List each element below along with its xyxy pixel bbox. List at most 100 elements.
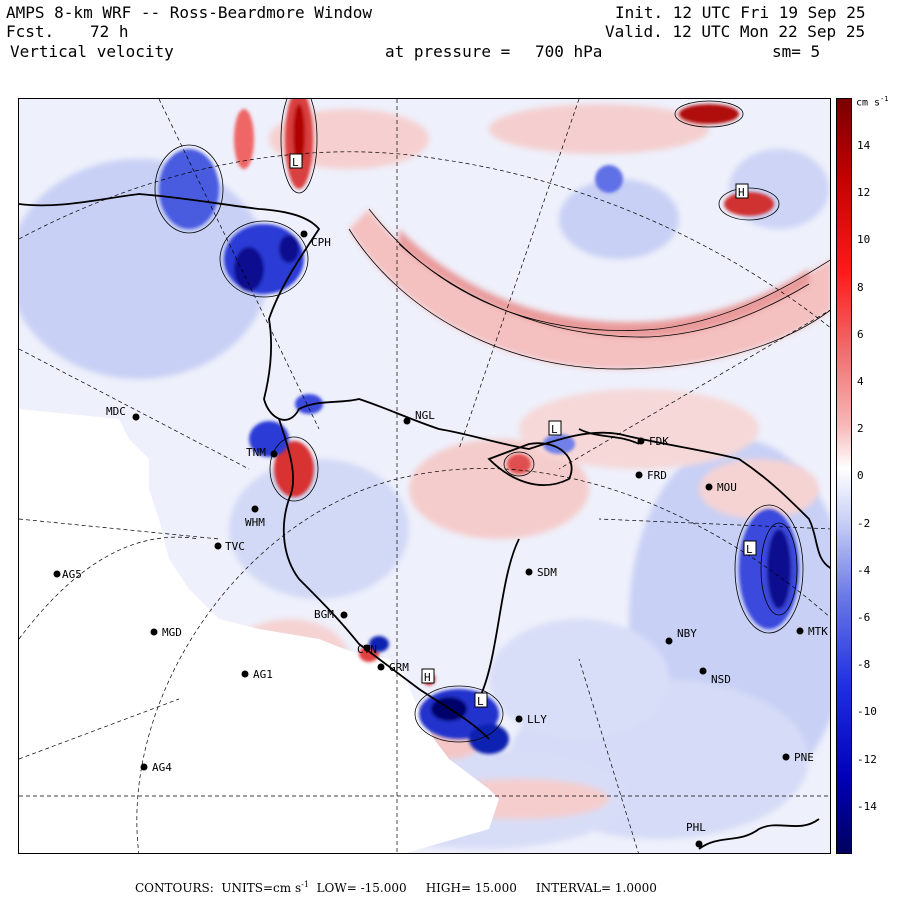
svg-text:NGL: NGL: [415, 409, 435, 422]
svg-text:AG1: AG1: [253, 668, 273, 681]
strong-updraft-cores: [234, 99, 774, 685]
colorbar-tick: 8: [857, 280, 864, 294]
colorbar-tick: 4: [857, 375, 864, 388]
coastline: [19, 193, 830, 850]
colorbar-tick: -12: [857, 752, 877, 766]
svg-text:CPH: CPH: [311, 236, 331, 249]
station-nsd[interactable]: NSD: [699, 667, 731, 687]
colorbar-tick: 0: [857, 469, 864, 483]
station-ctn[interactable]: CTN: [357, 643, 377, 656]
svg-text:PHL: PHL: [686, 821, 706, 834]
colorbar-tick: -2: [857, 516, 871, 530]
svg-text:MGD: MGD: [162, 626, 182, 639]
svg-text:L: L: [746, 543, 753, 556]
svg-text:L: L: [551, 423, 558, 436]
field-name: Vertical velocity: [10, 42, 174, 61]
contours-label: CONTOURS:: [135, 881, 214, 895]
station-mtk[interactable]: MTK: [796, 625, 829, 638]
colorbar-tick: -10: [857, 705, 877, 719]
svg-text:FDK: FDK: [649, 435, 669, 448]
svg-text:AG5: AG5: [62, 568, 82, 581]
svg-text:LLY: LLY: [527, 713, 547, 726]
colorbar-tick: 6: [857, 327, 864, 341]
station-cph[interactable]: CPH: [300, 230, 331, 250]
interval-value: INTERVAL= 1.0000: [535, 881, 657, 895]
svg-text:BGM: BGM: [314, 608, 334, 621]
high-value: HIGH= 15.000: [425, 881, 517, 895]
svg-text:NBY: NBY: [677, 627, 697, 640]
station-tvc[interactable]: TVC: [214, 540, 245, 553]
vertical-velocity-map: MDC NGL FDK FRD MOU TNM WHM TVC AG5 SDM …: [18, 98, 831, 854]
extremum-low-2: L: [743, 540, 757, 556]
colorbar: [836, 98, 852, 854]
station-mdc[interactable]: MDC: [106, 405, 140, 421]
forecast-hour: 72 h: [90, 22, 129, 41]
svg-text:SDM: SDM: [537, 566, 557, 579]
extremum-low-3: L: [474, 692, 488, 708]
station-sdm[interactable]: SDM: [525, 566, 558, 579]
station-ngl[interactable]: NGL: [403, 409, 436, 425]
svg-text:H: H: [738, 186, 745, 199]
station-ag4[interactable]: AG4: [140, 761, 173, 774]
svg-text:AG4: AG4: [152, 761, 172, 774]
pressure-label: at pressure =: [385, 42, 511, 61]
station-mgd[interactable]: MGD: [150, 626, 182, 639]
station-markers: MDC NGL FDK FRD MOU TNM WHM TVC AG5 SDM …: [53, 230, 829, 848]
svg-text:MTK: MTK: [808, 625, 828, 638]
station-tnm[interactable]: TNM: [246, 446, 278, 459]
contour-lines: [154, 99, 830, 743]
colorbar-tick: 12: [857, 186, 871, 200]
extremum-high-1: H: [735, 183, 749, 199]
colorbar-tick: -14: [857, 799, 877, 813]
colorbar-tick: -8: [857, 658, 871, 672]
station-whm[interactable]: WHM: [245, 505, 265, 530]
colorbar-tick: -4: [857, 563, 871, 577]
pressure-level: 700 hPa: [535, 42, 603, 61]
init-time: Init. 12 UTC Fri 19 Sep 25: [615, 3, 866, 22]
model-title: AMPS 8-km WRF -- Ross-Beardmore Window: [6, 3, 373, 22]
svg-text:MOU: MOU: [717, 481, 737, 494]
station-phl[interactable]: PHL: [686, 821, 706, 848]
svg-text:PNE: PNE: [794, 751, 814, 764]
masked-plateau: [19, 409, 499, 853]
colorbar-tick: 10: [857, 233, 871, 247]
station-nby[interactable]: NBY: [665, 627, 698, 645]
svg-text:TNM: TNM: [246, 446, 266, 459]
station-ag1[interactable]: AG1: [241, 668, 273, 681]
map-canvas: MDC NGL FDK FRD MOU TNM WHM TVC AG5 SDM …: [19, 99, 830, 853]
extrema-markers: L H L H L L: [289, 153, 757, 708]
contour-footer: CONTOURS: UNITS=cm s-1 LOW= -15.000 HIGH…: [135, 880, 657, 895]
units-label: UNITS=cm s: [221, 881, 302, 895]
colorbar-tick: 14: [857, 139, 871, 152]
colorbar-unit: cm s-1: [856, 95, 889, 109]
extremum-high-2: H: [421, 668, 435, 684]
svg-text:GRM: GRM: [389, 661, 409, 674]
station-bgm[interactable]: BGM: [314, 608, 348, 621]
svg-text:WHM: WHM: [245, 516, 265, 529]
extremum-low-1: L: [289, 153, 303, 169]
svg-text:NSD: NSD: [711, 673, 731, 686]
station-grm[interactable]: GRM: [377, 661, 410, 674]
low-value: LOW= -15.000: [316, 881, 407, 895]
valid-time: Valid. 12 UTC Mon 22 Sep 25: [605, 22, 866, 41]
svg-text:L: L: [477, 695, 484, 708]
colorbar-tick: -6: [857, 611, 871, 624]
station-mou[interactable]: MOU: [705, 481, 737, 494]
graticule: [19, 99, 830, 853]
colorbar-gradient: [837, 99, 851, 853]
svg-text:MDC: MDC: [106, 405, 126, 418]
svg-text:L: L: [292, 156, 299, 169]
colorbar-tick: 2: [857, 422, 864, 436]
station-frd[interactable]: FRD: [635, 469, 667, 482]
forecast-label: Fcst.: [6, 22, 55, 41]
station-ag5[interactable]: AG5: [53, 568, 82, 581]
extremum-low-4: L: [548, 420, 562, 436]
svg-text:CTN: CTN: [357, 643, 377, 656]
smoothing-label: sm= 5: [772, 42, 821, 61]
station-lly[interactable]: LLY: [515, 713, 548, 726]
svg-text:H: H: [424, 671, 431, 684]
svg-text:FRD: FRD: [647, 469, 667, 482]
station-pne[interactable]: PNE: [782, 751, 814, 764]
station-fdk[interactable]: FDK: [637, 435, 670, 448]
svg-text:TVC: TVC: [225, 540, 245, 553]
